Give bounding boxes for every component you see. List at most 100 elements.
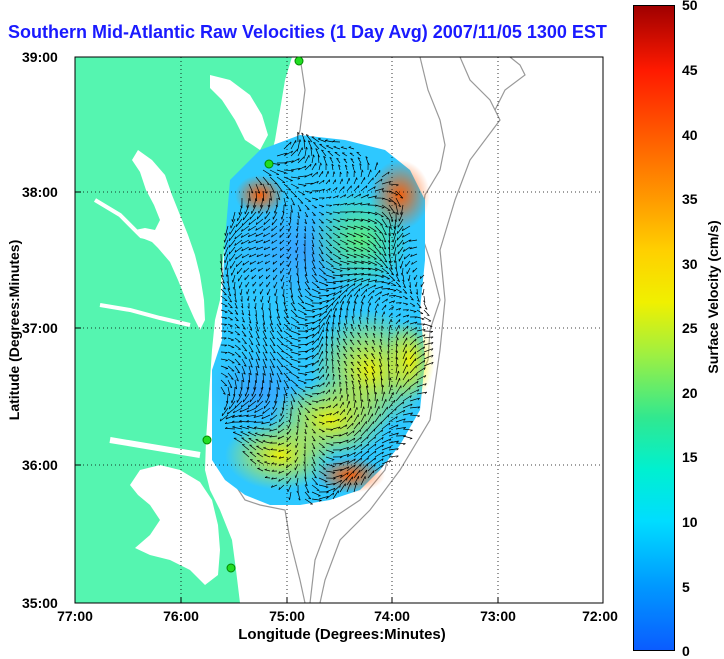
velocity-arrow <box>269 351 276 361</box>
velocity-arrow <box>346 445 356 451</box>
velocity-arrow <box>381 232 387 243</box>
velocity-arrow <box>395 409 405 416</box>
velocity-arrow <box>365 156 369 164</box>
velocity-arrow <box>388 312 393 318</box>
velocity-arrow-head <box>318 324 321 328</box>
velocity-arrow-head <box>264 358 268 361</box>
velocity-arrow <box>402 412 413 416</box>
velocity-arrow <box>269 358 275 368</box>
velocity-arrow <box>269 372 273 383</box>
velocity-arrow-head <box>409 246 412 250</box>
velocity-arrow-head <box>270 448 273 451</box>
velocity-arrow <box>255 344 261 354</box>
velocity-arrow <box>256 452 264 458</box>
velocity-arrow <box>381 446 392 451</box>
velocity-arrow <box>290 379 299 387</box>
velocity-arrow <box>325 421 333 423</box>
velocity-arrow <box>277 428 285 434</box>
velocity-arrow-head <box>316 393 320 396</box>
velocity-arrow <box>271 218 278 226</box>
velocity-arrow-head <box>295 438 297 442</box>
velocity-arrow <box>311 442 316 449</box>
velocity-arrow-head <box>230 378 234 380</box>
velocity-arrow <box>402 295 408 300</box>
velocity-arrow <box>402 239 411 245</box>
velocity-arrow-head <box>242 320 245 323</box>
velocity-arrow <box>395 418 406 423</box>
velocity-arrow <box>325 442 334 446</box>
velocity-arrow-head <box>400 197 403 199</box>
velocity-arrow <box>395 295 402 298</box>
velocity-arrow-head <box>297 177 301 180</box>
velocity-arrow <box>286 463 292 469</box>
velocity-arrow-head <box>297 158 300 161</box>
velocity-arrow-head <box>263 453 267 456</box>
velocity-arrow <box>318 477 328 483</box>
velocity-arrow-head <box>240 299 243 302</box>
velocity-arrow <box>254 407 264 414</box>
velocity-arrow <box>277 435 285 440</box>
velocity-arrow-head <box>372 378 375 381</box>
velocity-arrow-head <box>376 162 379 165</box>
velocity-arrow <box>221 407 229 417</box>
velocity-arrow-head <box>297 419 300 422</box>
velocity-arrow <box>325 297 335 304</box>
colorbar-tick: 50 <box>682 0 698 13</box>
velocity-arrow <box>346 400 350 409</box>
velocity-arrow <box>351 316 355 325</box>
velocity-arrow <box>248 344 254 353</box>
velocity-arrow-head <box>313 142 316 144</box>
velocity-arrow <box>331 359 334 367</box>
velocity-arrow <box>266 204 271 214</box>
velocity-arrow-head <box>371 353 374 355</box>
velocity-arrow-head <box>244 349 248 352</box>
velocity-arrow <box>247 379 250 390</box>
velocity-arrow <box>325 315 331 325</box>
velocity-arrow <box>290 167 301 171</box>
velocity-arrow <box>318 188 325 192</box>
velocity-arrow-head <box>390 267 393 270</box>
velocity-arrow-head <box>345 424 348 428</box>
velocity-arrow-head <box>331 329 334 332</box>
velocity-arrow <box>332 403 338 409</box>
velocity-arrow <box>360 428 368 437</box>
velocity-arrow-head <box>345 220 349 222</box>
velocity-arrow-head <box>332 466 335 468</box>
velocity-arrow <box>287 428 292 435</box>
velocity-arrow <box>276 309 280 319</box>
velocity-arrow-head <box>288 189 291 191</box>
velocity-arrow <box>332 290 342 297</box>
velocity-arrow-head <box>344 416 347 420</box>
velocity-arrow-head <box>345 381 348 384</box>
velocity-arrow-head <box>303 446 306 450</box>
velocity-arrow-head <box>263 240 266 244</box>
velocity-arrow <box>321 149 327 157</box>
velocity-arrow-head <box>224 352 228 354</box>
velocity-arrow <box>395 370 399 381</box>
velocity-arrow <box>304 204 310 210</box>
velocity-arrow <box>318 449 326 456</box>
velocity-arrow <box>248 337 254 345</box>
velocity-arrow <box>360 295 366 304</box>
velocity-arrow-head <box>387 414 390 418</box>
velocity-arrow <box>346 225 356 229</box>
velocity-arrow <box>224 246 229 257</box>
velocity-arrow <box>409 365 417 374</box>
velocity-arrow <box>372 339 376 346</box>
colorbar-label: Surface Velocity (cm/s) <box>705 220 721 374</box>
velocity-arrow <box>262 302 264 310</box>
velocity-arrow <box>241 330 247 337</box>
velocity-arrow-head <box>261 427 264 430</box>
colorbar-tick: 15 <box>682 449 698 465</box>
velocity-arrow-head <box>297 131 300 135</box>
velocity-arrow <box>346 185 352 192</box>
velocity-arrow-head <box>224 344 227 347</box>
velocity-arrow <box>295 246 299 254</box>
velocity-arrow-head <box>389 226 392 229</box>
velocity-arrow-head <box>351 380 354 383</box>
velocity-arrow-head <box>380 421 383 425</box>
velocity-arrow <box>346 470 355 479</box>
velocity-arrow-head <box>374 214 378 216</box>
velocity-arrow <box>262 434 271 437</box>
velocity-arrow <box>279 414 285 422</box>
